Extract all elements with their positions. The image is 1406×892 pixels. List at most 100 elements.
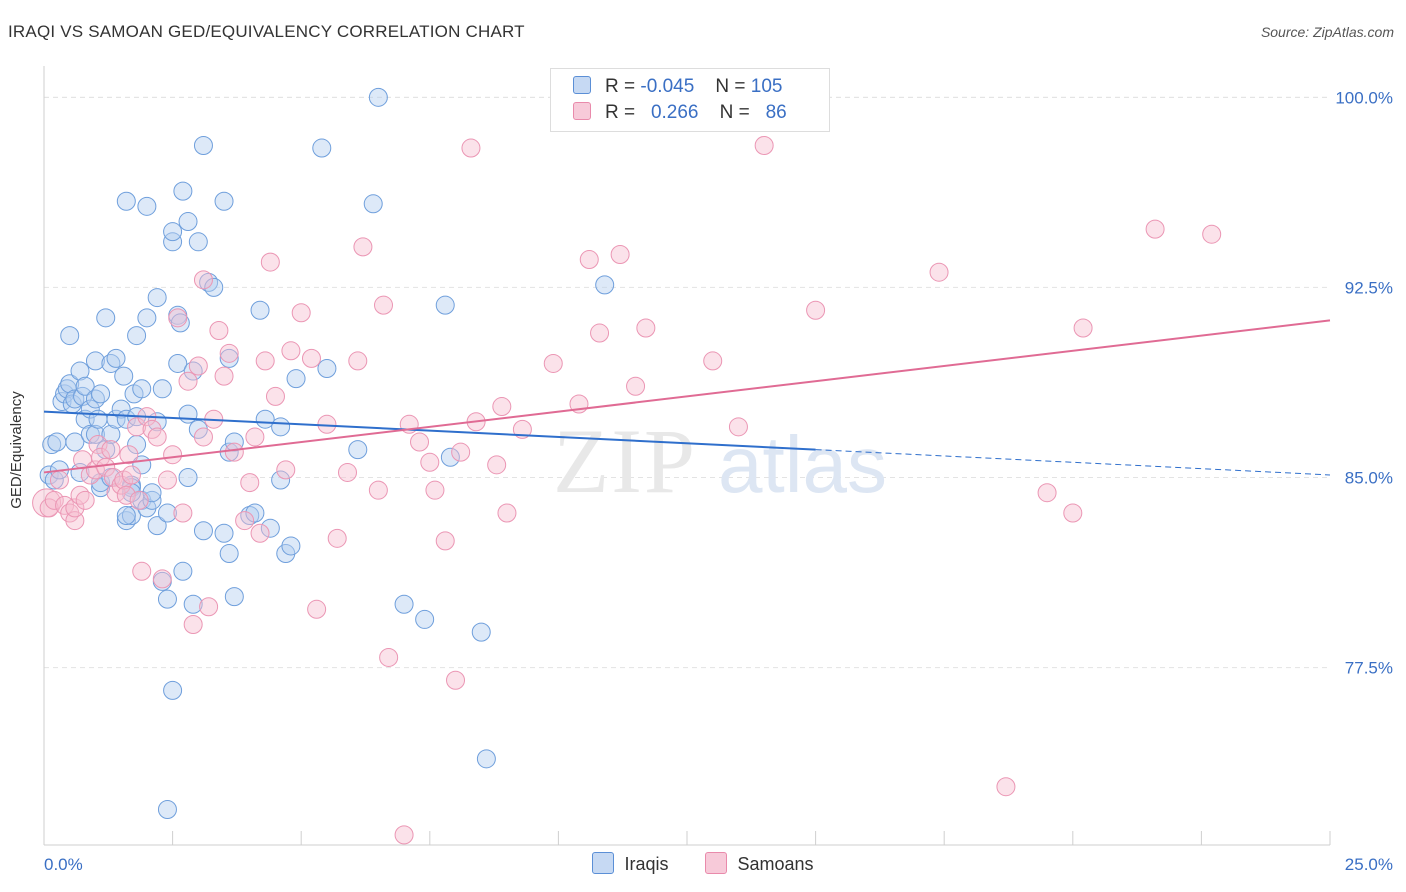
point-samoans [209,321,229,341]
point-samoans [579,250,599,270]
iraqis-legend-swatch [592,852,615,874]
point-iraqis [152,379,172,399]
point-iraqis [240,506,260,526]
point-samoans [214,366,234,386]
point-samoans [163,445,183,465]
point-samoans [420,452,440,472]
data-points [32,87,1222,845]
stats-legend: R = -0.045 N = 105 R = 0.266 N = 86 [550,68,830,132]
point-samoans [348,351,368,371]
point-samoans [307,599,327,619]
point-samoans [379,647,399,667]
point-samoans [291,303,311,323]
point-iraqis [65,389,85,409]
point-samoans [636,318,656,338]
point-iraqis [260,518,280,538]
point-iraqis [80,424,100,444]
samoans-swatch [573,102,591,120]
legend-item-iraqis[interactable]: Iraqis [592,852,668,875]
point-iraqis [157,503,177,523]
point-iraqis [157,589,177,609]
point-samoans [260,252,280,272]
series-legend: Iraqis Samoans [0,852,1406,875]
point-samoans [754,135,774,155]
point-samoans [255,351,275,371]
point-samoans [435,531,455,551]
n-value: 105 [750,76,783,97]
point-samoans [610,244,630,264]
point-samoans [1145,219,1165,239]
point-iraqis [178,404,198,424]
point-samoans [512,419,532,439]
point-iraqis [121,506,141,526]
point-iraqis [363,194,383,214]
point-samoans [929,262,949,282]
point-samoans [147,427,167,447]
point-iraqis [163,232,183,252]
r-label: R = [605,102,636,123]
point-iraqis [312,138,332,158]
point-samoans [374,295,394,315]
point-samoans [65,498,85,518]
point-samoans [1073,318,1093,338]
point-samoans [410,432,430,452]
point-samoans [75,490,95,510]
point-samoans [193,270,213,290]
legend-item-samoans[interactable]: Samoans [705,852,814,875]
point-iraqis [65,432,85,452]
point-iraqis [214,191,234,211]
point-samoans [281,341,301,361]
point-samoans [199,597,219,617]
watermark-atlas: atlas [718,420,887,509]
legend-label-iraqis: Iraqis [624,854,669,874]
point-iraqis [224,587,244,607]
trend-lines [43,319,1331,476]
point-iraqis [91,478,111,498]
point-iraqis [183,361,203,381]
point-samoans [44,490,64,510]
point-iraqis [368,87,388,107]
point-samoans [101,440,121,460]
point-samoans [188,356,208,376]
point-iraqis [199,272,219,292]
point-samoans [1202,224,1222,244]
point-samoans [1063,503,1083,523]
point-samoans [183,615,203,635]
point-samoans [219,343,239,363]
point-iraqis [163,222,183,242]
point-samoans [487,455,507,475]
point-iraqis [476,749,496,769]
point-iraqis [85,389,105,409]
r-value: -0.045 [640,76,695,97]
point-samoans [1037,483,1057,503]
point-iraqis [116,511,136,531]
point-samoans [425,480,445,500]
point-iraqis [147,516,167,536]
point-samoans [168,308,188,328]
point-samoans [446,670,466,690]
point-iraqis [106,348,126,368]
point-iraqis [85,351,105,371]
tick-labels: 77.5% 85.0% 92.5% 100.0% 0.0% 25.0% [44,88,1393,874]
point-samoans [301,348,321,368]
point-iraqis [214,523,234,543]
r-label: R = [605,76,636,97]
point-iraqis [137,196,157,216]
axes [43,66,1331,846]
point-samoans [111,475,131,495]
point-samoans [49,470,69,490]
point-samoans [235,511,255,531]
point-iraqis [75,376,95,396]
point-samoans [245,427,265,447]
point-samoans [728,417,748,437]
point-iraqis [204,277,224,297]
point-iraqis [173,561,193,581]
point-iraqis [394,594,414,614]
point-samoans [116,485,136,505]
point-iraqis [111,399,131,419]
point-samoans [337,462,357,482]
point-samoans [119,445,139,465]
point-samoans [394,825,414,845]
series-iraqis [39,87,615,820]
point-samoans [173,503,193,523]
